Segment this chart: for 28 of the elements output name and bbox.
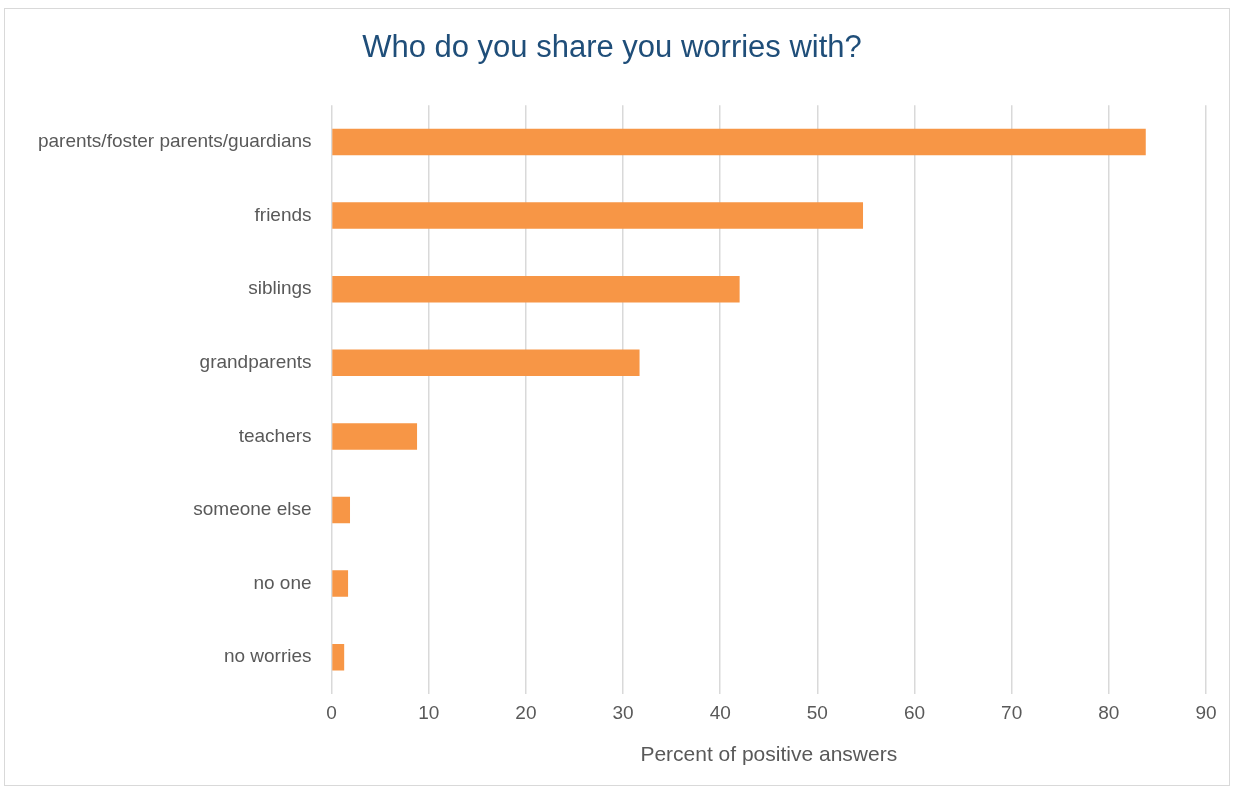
x-tick-label: 10 — [418, 701, 440, 723]
y-tick-label: no worries — [223, 645, 312, 667]
y-tick-label: no one — [253, 571, 312, 593]
x-tick-label: 60 — [903, 701, 926, 723]
bar — [332, 349, 640, 377]
y-tick-label: teachers — [238, 424, 312, 446]
y-tick-label: parents/foster parents/guardians — [37, 130, 312, 152]
x-tick-label: 50 — [806, 701, 828, 723]
bar — [332, 643, 345, 671]
chart-title: Who do you share you worries with? — [362, 29, 862, 65]
bar — [332, 275, 740, 303]
x-tick-label: 30 — [612, 701, 634, 723]
x-tick-label: 0 — [326, 701, 337, 723]
x-tick-label: 90 — [1195, 701, 1217, 723]
bar — [332, 423, 418, 450]
x-axis-title: Percent of positive answers — [640, 742, 898, 766]
bar — [332, 128, 1146, 156]
y-tick-label: someone else — [193, 498, 312, 520]
bar — [332, 496, 351, 524]
y-tick-label: siblings — [248, 277, 312, 299]
x-tick-label: 40 — [709, 701, 731, 723]
x-tick-label: 70 — [1001, 701, 1023, 723]
y-tick-label: grandparents — [199, 351, 312, 373]
x-tick-label: 20 — [515, 701, 537, 723]
x-tick-label: 80 — [1098, 701, 1120, 723]
bar — [332, 202, 864, 229]
bar — [332, 570, 349, 597]
y-tick-label: friends — [254, 203, 312, 225]
